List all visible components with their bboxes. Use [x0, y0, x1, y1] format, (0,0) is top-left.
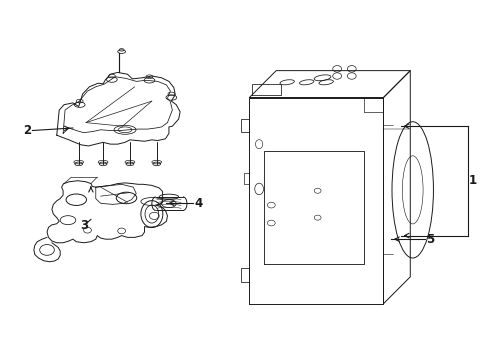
Text: 2: 2 — [23, 124, 32, 137]
Text: 5: 5 — [425, 233, 433, 246]
Text: 1: 1 — [468, 174, 476, 187]
Text: 4: 4 — [194, 197, 202, 210]
Text: 3: 3 — [81, 219, 88, 233]
